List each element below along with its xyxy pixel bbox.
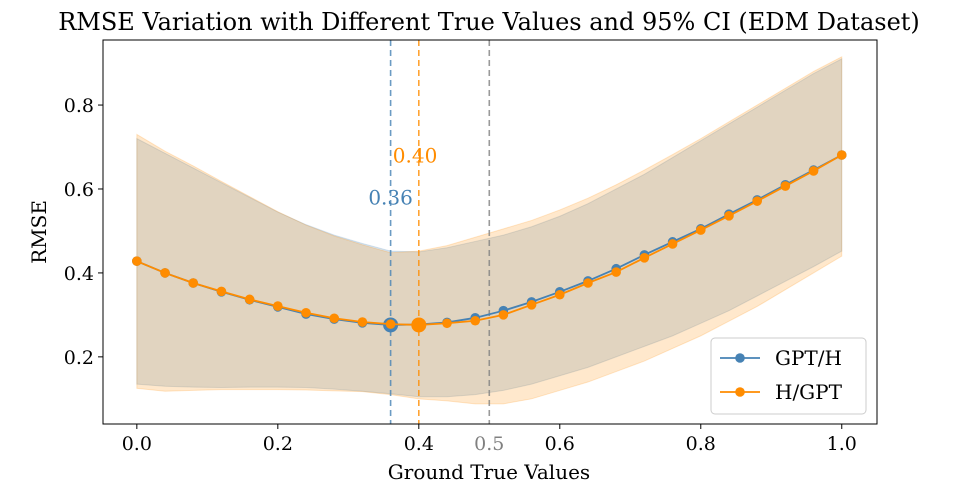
data-point <box>639 253 650 263</box>
y-tick-label: 0.8 <box>64 95 94 117</box>
data-point <box>752 196 762 206</box>
data-point <box>583 278 593 288</box>
x-tick-label: 0.8 <box>686 433 716 455</box>
reference-tick-label: 0.5 <box>474 433 504 455</box>
data-point <box>695 225 706 235</box>
y-axis-label: RMSE <box>27 200 51 264</box>
x-tick-label: 0.6 <box>545 433 575 455</box>
data-point <box>667 239 678 249</box>
legend-label-1: H/GPT <box>775 380 843 404</box>
data-point <box>301 307 311 318</box>
legend-label-0: GPT/H <box>775 346 842 370</box>
plot-frame <box>102 39 878 425</box>
y-tick-label: 0.4 <box>64 263 94 285</box>
x-tick-label: 0.4 <box>404 433 434 455</box>
y-tick-label: 0.6 <box>64 179 94 201</box>
x-tick-label: 0.2 <box>263 433 293 455</box>
data-point <box>411 317 427 333</box>
optimum-label-0: 0.36 <box>368 185 413 209</box>
ci-band-0 <box>136 58 843 398</box>
chart-title: RMSE Variation with Different True Value… <box>58 8 920 36</box>
data-point <box>132 256 142 266</box>
data-point <box>724 211 734 221</box>
series-line-1 <box>136 154 843 326</box>
data-point <box>273 301 283 311</box>
data-point <box>216 286 227 297</box>
data-point <box>244 294 255 305</box>
legend-marker-0 <box>735 353 745 363</box>
data-point <box>188 278 199 288</box>
data-point <box>329 313 340 324</box>
data-point <box>385 319 396 329</box>
legend-marker-1 <box>735 387 745 397</box>
data-point <box>498 310 509 320</box>
x-tick-label: 0.0 <box>122 433 152 455</box>
data-point <box>611 267 621 277</box>
data-point <box>160 268 170 278</box>
data-point <box>808 166 819 176</box>
ci-band-1 <box>136 55 843 405</box>
data-point <box>442 318 452 329</box>
data-point <box>526 300 537 310</box>
x-tick-label: 1.0 <box>827 433 857 455</box>
data-point <box>357 317 368 327</box>
data-point <box>780 181 791 191</box>
optimum-label-1: 0.40 <box>393 143 438 167</box>
data-point <box>554 289 565 300</box>
data-point <box>470 315 480 326</box>
y-tick-label: 0.2 <box>64 347 94 369</box>
data-point <box>836 150 847 160</box>
x-axis-label: Ground True Values <box>388 460 590 484</box>
legend-box <box>710 337 867 415</box>
